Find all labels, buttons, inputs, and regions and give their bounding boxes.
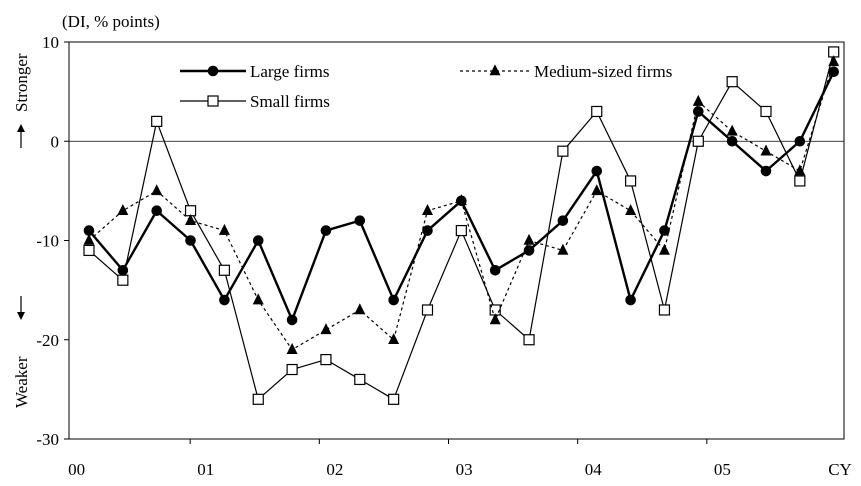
medium-sized-firms-point bbox=[151, 184, 163, 196]
small-firms-point bbox=[354, 373, 366, 386]
legend-label: Small firms bbox=[250, 92, 330, 111]
small-firms-point bbox=[658, 304, 671, 316]
large-firms-point bbox=[828, 66, 840, 78]
medium-sized-firms-point bbox=[388, 333, 400, 345]
medium-sized-firms-point bbox=[117, 204, 129, 216]
medium-sized-firms-point bbox=[557, 243, 569, 255]
large-firms-point bbox=[726, 135, 738, 147]
medium-sized-firms-point bbox=[523, 233, 535, 245]
x-unit-label: CY bbox=[828, 460, 852, 479]
legend-small-firms-point bbox=[207, 95, 219, 107]
large-firms-point bbox=[557, 215, 569, 226]
y-unit-label: (DI, % points) bbox=[62, 12, 160, 31]
medium-sized-firms-point bbox=[828, 55, 840, 67]
large-firms-point bbox=[117, 264, 129, 276]
large-firms-point bbox=[760, 165, 772, 177]
medium-sized-firms-point bbox=[692, 94, 704, 106]
large-firms-point bbox=[286, 314, 298, 326]
large-firms-point bbox=[151, 205, 162, 217]
legend-medium-sized-firms-point bbox=[489, 64, 501, 76]
large-firms-point bbox=[489, 264, 501, 276]
medium-sized-firms-point bbox=[252, 293, 264, 305]
large-firms-point bbox=[354, 215, 366, 226]
legend-label: Large firms bbox=[250, 62, 329, 81]
x-tick-label: 03 bbox=[456, 460, 473, 479]
small-firms-point bbox=[388, 393, 400, 405]
y-tick-label: -20 bbox=[36, 331, 59, 350]
x-tick-label: 04 bbox=[585, 460, 603, 479]
medium-sized-firms-point bbox=[760, 144, 772, 156]
y-tick-label: -10 bbox=[36, 232, 59, 251]
medium-sized-firms-point bbox=[286, 343, 298, 354]
large-firms-point bbox=[523, 245, 535, 256]
x-tick-label: 01 bbox=[197, 460, 214, 479]
legend-large-firms-point bbox=[207, 65, 219, 77]
large-firms-point bbox=[693, 106, 704, 117]
legend-item-large-firms: Large firms bbox=[180, 62, 329, 81]
medium-sized-firms-point bbox=[83, 233, 95, 245]
direction-labels: Stronger Weaker bbox=[12, 53, 31, 408]
series-large-firms bbox=[83, 66, 840, 326]
large-firms-point bbox=[422, 225, 433, 236]
large-firms-point bbox=[388, 294, 399, 306]
large-firms-point bbox=[219, 294, 230, 306]
small-firms-point bbox=[286, 363, 298, 376]
down-arrow-icon bbox=[17, 296, 25, 320]
small-firms-point bbox=[151, 115, 163, 128]
small-firms-point bbox=[421, 304, 434, 316]
medium-sized-firms-point bbox=[625, 204, 637, 216]
small-firms-point bbox=[320, 354, 332, 366]
medium-sized-firms-point bbox=[218, 223, 230, 235]
large-firms-point bbox=[625, 294, 636, 306]
x-tick-label: 00 bbox=[68, 460, 85, 479]
large-firms-point bbox=[185, 235, 196, 246]
medium-sized-firms-point bbox=[658, 243, 670, 255]
large-firms-point bbox=[320, 225, 332, 236]
legend-item-small-firms: Small firms bbox=[180, 92, 330, 111]
medium-sized-firms-point bbox=[489, 313, 501, 325]
medium-sized-firms-point bbox=[185, 213, 197, 225]
legend-item-medium-sized-firms: Medium-sized firms bbox=[460, 62, 672, 81]
series-layer bbox=[83, 46, 840, 405]
lower-direction-label: Weaker bbox=[12, 356, 31, 408]
y-tick-label: 0 bbox=[51, 132, 60, 151]
small-firms-point bbox=[83, 244, 95, 257]
medium-sized-firms-point bbox=[320, 323, 332, 335]
small-firms-point bbox=[591, 105, 603, 118]
large-firms-point bbox=[252, 235, 264, 246]
upper-direction-label: Stronger bbox=[12, 53, 31, 112]
small-firms-point bbox=[794, 175, 806, 187]
medium-sized-firms-point bbox=[794, 164, 806, 176]
y-tick-label: 10 bbox=[42, 33, 59, 52]
large-firms-point bbox=[591, 165, 603, 177]
legend: Large firms Medium-sized firms Small firms bbox=[180, 62, 672, 111]
medium-sized-firms-point bbox=[591, 184, 603, 196]
medium-sized-firms-point bbox=[354, 303, 366, 315]
medium-sized-firms-point bbox=[726, 124, 738, 136]
small-firms-point bbox=[523, 334, 535, 346]
small-firms-point bbox=[692, 135, 704, 147]
large-firms-point bbox=[659, 225, 670, 236]
x-tick-label: 02 bbox=[326, 460, 343, 479]
axes: 10 0 -10 -20 -30 00 01 02 03 04 05 CY bbox=[36, 33, 851, 479]
small-firms-point bbox=[557, 145, 569, 157]
up-arrow-icon bbox=[17, 124, 25, 148]
small-firms-point bbox=[726, 76, 738, 88]
large-firms-point bbox=[794, 135, 806, 147]
small-firms-point bbox=[218, 264, 230, 276]
legend-label: Medium-sized firms bbox=[534, 62, 672, 81]
large-firms-point bbox=[456, 195, 467, 207]
small-firms-point bbox=[252, 393, 264, 405]
medium-sized-firms-point bbox=[422, 204, 433, 216]
small-firms-point bbox=[624, 175, 637, 187]
small-firms-point bbox=[760, 105, 772, 118]
large-firms-point bbox=[83, 225, 95, 236]
small-firms-point bbox=[455, 224, 467, 237]
small-firms-point bbox=[117, 274, 129, 286]
x-tick-label: 05 bbox=[714, 460, 731, 479]
y-tick-label: -30 bbox=[36, 430, 59, 449]
